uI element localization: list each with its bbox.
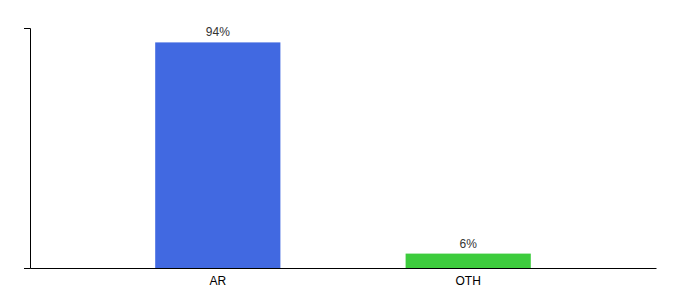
plot-area: AR OTH 94% 6% [24, 25, 657, 287]
chart-container: AR OTH 94% 6% [0, 0, 680, 300]
x-tick-label: OTH [456, 274, 481, 288]
y-axis-line [24, 29, 31, 269]
bar [406, 254, 531, 268]
x-tick: OTH [456, 274, 481, 288]
x-axis-line [31, 268, 657, 269]
x-tick: AR [209, 274, 226, 288]
x-axis: AR OTH [31, 269, 657, 288]
bar [155, 42, 280, 268]
data-labels: 94% 6% [206, 25, 477, 250]
x-tick-label: AR [209, 274, 226, 288]
data-label: 6% [460, 237, 478, 251]
bars [155, 42, 531, 268]
chart-svg: AR OTH 94% 6% [0, 0, 680, 300]
data-label: 94% [206, 25, 230, 39]
y-axis [24, 29, 31, 269]
